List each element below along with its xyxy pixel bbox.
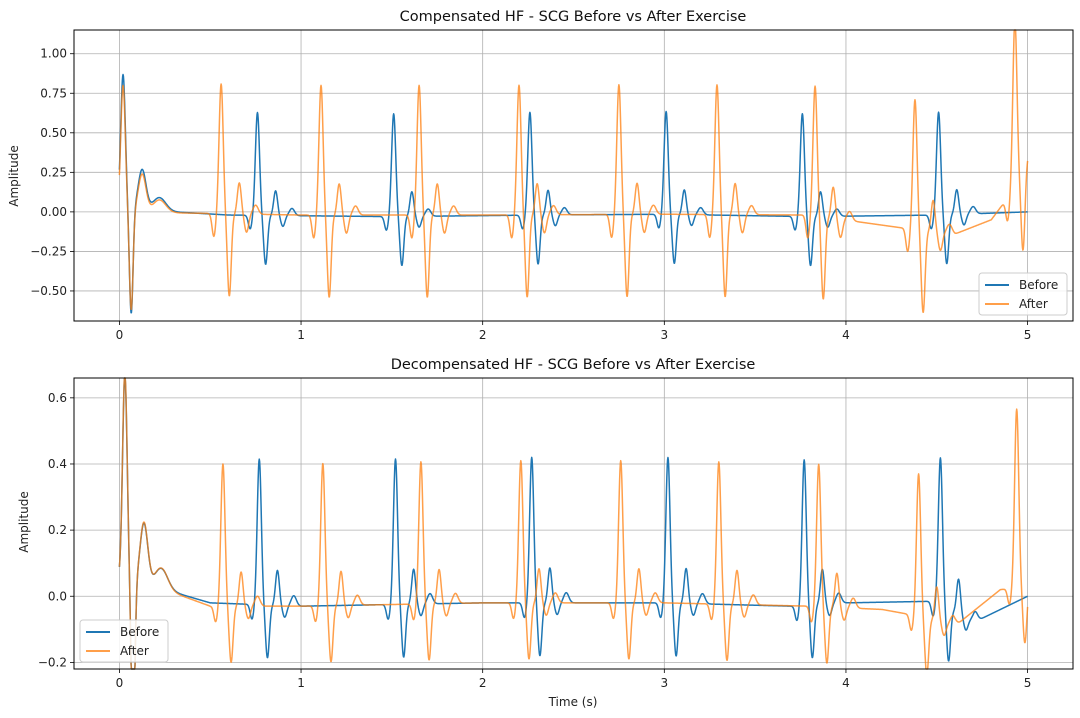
legend: Before After (978, 272, 1068, 316)
y-tick-label: −0.50 (30, 284, 67, 298)
chart-decompensated-hf: Decompensated HF - SCG Before vs After E… (17, 357, 1074, 709)
y-tick-label: 0.4 (48, 457, 67, 471)
y-tick-label: 0.0 (48, 589, 67, 603)
y-tick-label: 0.25 (40, 165, 67, 179)
ticks: 0 1 2 3 4 5 −0.50 −0.25 0.00 0.25 0.50 0.75 1.00 (30, 47, 1031, 342)
series-line-after (118, 29, 1029, 313)
series-layer (118, 377, 1029, 670)
x-tick-label: 2 (479, 676, 487, 690)
legend-label-before: Before (120, 625, 159, 639)
y-tick-label: 0.2 (48, 523, 67, 537)
legend: Before After (79, 619, 169, 663)
x-tick-label: 3 (660, 676, 668, 690)
series-line-before (118, 377, 1028, 670)
y-tick-label: 0.6 (48, 391, 67, 405)
series-line-before (118, 73, 1028, 314)
plot-frame (73, 29, 1074, 322)
ticks: 0 1 2 3 4 5 −0.2 0.0 0.2 0.4 0.6 (38, 391, 1032, 690)
x-tick-label: 3 (660, 328, 668, 342)
x-tick-label: 4 (842, 676, 850, 690)
x-tick-label: 0 (116, 328, 124, 342)
series-layer (118, 29, 1029, 314)
grid (74, 378, 1073, 669)
y-tick-label: −0.25 (30, 244, 67, 258)
x-tick-label: 5 (1024, 676, 1032, 690)
x-tick-label: 5 (1024, 328, 1032, 342)
y-tick-label: 1.00 (40, 47, 67, 61)
grid (74, 30, 1073, 321)
chart-compensated-hf: Compensated HF - SCG Before vs After Exe… (7, 9, 1074, 342)
chart-title: Decompensated HF - SCG Before vs After E… (391, 357, 756, 373)
x-tick-label: 0 (116, 676, 124, 690)
y-tick-label: 0.00 (40, 205, 67, 219)
x-axis-label: Time (s) (548, 695, 598, 709)
x-tick-label: 2 (479, 328, 487, 342)
x-tick-label: 1 (297, 676, 305, 690)
x-tick-label: 1 (297, 328, 305, 342)
legend-label-before: Before (1019, 278, 1058, 292)
plot-frame (73, 377, 1074, 670)
y-tick-label: 0.50 (40, 126, 67, 140)
series-line-after (118, 377, 1029, 670)
y-tick-label: −0.2 (38, 655, 67, 669)
x-tick-label: 4 (842, 328, 850, 342)
legend-label-after: After (120, 644, 149, 658)
y-tick-label: 0.75 (40, 86, 67, 100)
chart-title: Compensated HF - SCG Before vs After Exe… (400, 9, 747, 25)
y-axis-label: Amplitude (17, 491, 31, 553)
legend-label-after: After (1019, 297, 1048, 311)
y-axis-label: Amplitude (7, 145, 21, 207)
